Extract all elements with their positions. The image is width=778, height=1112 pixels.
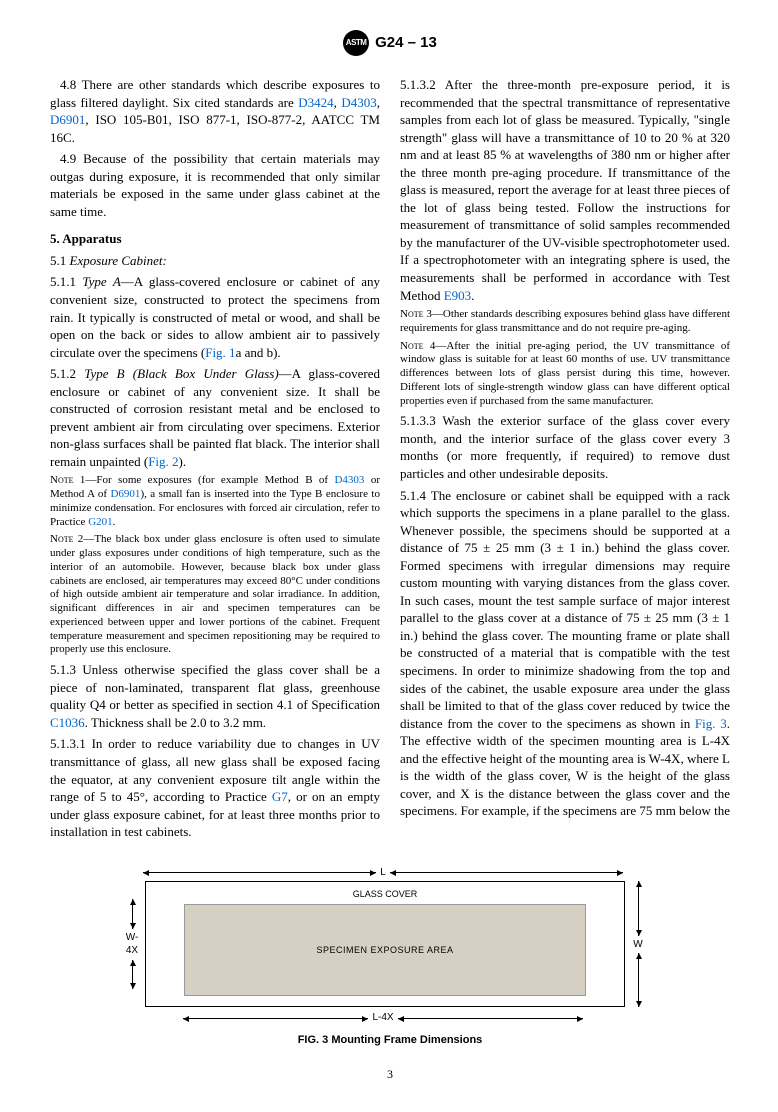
ref-D4303-n1[interactable]: D4303 — [334, 474, 364, 486]
para-4-8: 4.8 There are other standards which desc… — [50, 76, 380, 146]
ref-D4303[interactable]: D4303 — [341, 95, 376, 110]
para-5-1-4: 5.1.4 The enclosure or cabinet shall be … — [400, 487, 730, 820]
document-id: G24 – 13 — [375, 33, 437, 53]
note-3: Note 3—Other standards describing exposu… — [400, 308, 730, 336]
exposure-area-box: SPECIMEN EXPOSURE AREA — [184, 904, 586, 996]
para-5-1: 5.1 Exposure Cabinet: — [50, 252, 380, 270]
heading-apparatus: 5. Apparatus — [50, 230, 380, 248]
ref-E903[interactable]: E903 — [444, 288, 471, 303]
dim-label-L4X: L-4X — [368, 1011, 397, 1025]
ref-fig2[interactable]: Fig. 2 — [148, 454, 178, 469]
page: ASTM G24 – 13 4.8 There are other standa… — [50, 30, 730, 1082]
para-5-1-1: 5.1.1 Type A—A glass-covered enclosure o… — [50, 273, 380, 361]
figure-3: L W-4X GLASS COVER SPECIMEN EXPOSURE ARE… — [50, 866, 730, 1048]
ref-G7[interactable]: G7 — [272, 789, 288, 804]
para-5-1-3-2: 5.1.3.2 After the three-month pre-exposu… — [400, 76, 730, 304]
glass-cover-label: GLASS COVER — [146, 888, 624, 900]
note-1: Note 1—For some exposures (for example M… — [50, 474, 380, 529]
para-4-9: 4.9 Because of the possibility that cert… — [50, 150, 380, 220]
ref-fig1[interactable]: Fig. 1 — [205, 345, 235, 360]
para-5-1-3: 5.1.3 Unless otherwise specified the gla… — [50, 661, 380, 731]
note-4: Note 4—After the initial pre-aging perio… — [400, 340, 730, 409]
astm-logo-icon: ASTM — [343, 30, 369, 56]
body-columns: 4.8 There are other standards which desc… — [50, 76, 730, 841]
dim-label-L: L — [376, 866, 390, 880]
ref-fig3[interactable]: Fig. 3 — [695, 716, 727, 731]
glass-cover-box: GLASS COVER SPECIMEN EXPOSURE AREA — [145, 881, 625, 1007]
figure-caption: FIG. 3 Mounting Frame Dimensions — [50, 1033, 730, 1048]
para-5-1-2: 5.1.2 Type B (Black Box Under Glass)—A g… — [50, 365, 380, 470]
ref-D3424[interactable]: D3424 — [298, 95, 333, 110]
dim-label-W4X: W-4X — [121, 929, 143, 960]
para-5-1-3-1: 5.1.3.1 In order to reduce variability d… — [50, 735, 380, 840]
page-header: ASTM G24 – 13 — [50, 30, 730, 56]
note-2: Note 2—The black box under glass enclosu… — [50, 533, 380, 657]
para-5-1-3-3: 5.1.3.3 Wash the exterior surface of the… — [400, 412, 730, 482]
ref-G201[interactable]: G201 — [88, 516, 112, 528]
ref-D6901-n1[interactable]: D6901 — [110, 488, 140, 500]
dim-label-W: W — [633, 936, 642, 954]
ref-C1036[interactable]: C1036 — [50, 715, 85, 730]
ref-D6901[interactable]: D6901 — [50, 112, 85, 127]
page-number: 3 — [50, 1066, 730, 1082]
